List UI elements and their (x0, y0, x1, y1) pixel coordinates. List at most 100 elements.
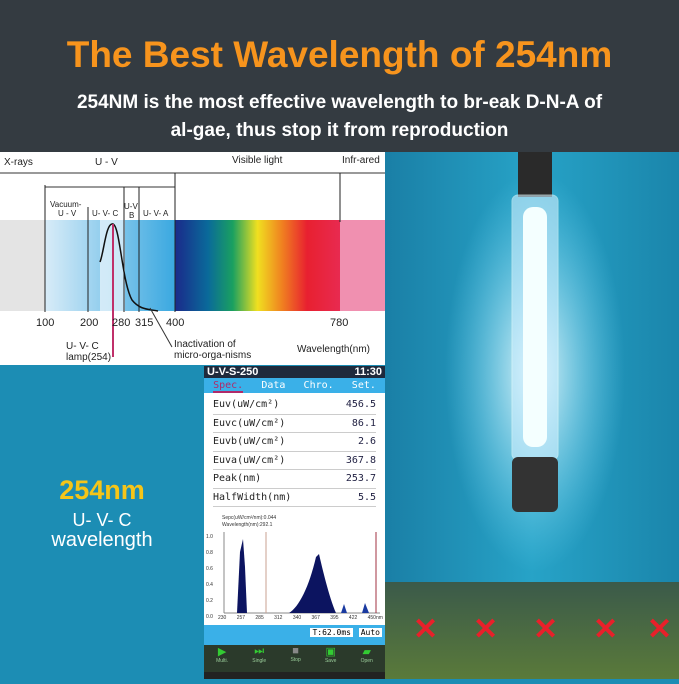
band-uv: U - V (95, 157, 118, 168)
uvc-callout: 254nm U- V- C wavelength (0, 365, 204, 679)
row-label: Euv(uW/cm²) (213, 399, 280, 410)
inactivation-label-2: micro-orga-nisms (174, 350, 252, 361)
row-label: Euvb(uW/cm²) (213, 436, 286, 447)
lamp-label-2: lamp(254) (66, 352, 112, 363)
x-tick: 257 (236, 615, 246, 621)
open-button[interactable]: ▰ Open (361, 645, 373, 672)
exposure-bar: T:62.0ms Auto (204, 625, 385, 645)
x-tick: 395 (330, 615, 339, 621)
device-button-bar: ▶ Multi. ⏭ Single ■ Stop ▣ Save ▰ Open (204, 645, 385, 672)
row-label: Peak(nm) (213, 473, 262, 484)
lamp-label-1: U- V- C (66, 341, 99, 352)
row-label: Euvc(uW/cm²) (213, 417, 286, 429)
tick-780: 780 (330, 317, 349, 329)
status-bar: U-V-S-250 11:30 (204, 366, 385, 378)
cross-icon: ✕ (473, 613, 499, 646)
row-value: 2.6 (357, 436, 376, 447)
play-icon: ▶ (217, 646, 227, 658)
step-icon: ⏭ (254, 645, 265, 657)
microorganism-strip: ✕ ✕ ✕ ✕ ✕ (385, 582, 679, 679)
stop-button[interactable]: ■ Stop (290, 645, 300, 672)
table-row: Euvb(uW/cm²) 2.6 (213, 433, 376, 452)
model-name: U-V-S-250 (207, 366, 259, 378)
spectrum-graph: Sepc(uW/cm²/nm):0.044 Wavelength(nm):292… (204, 507, 385, 625)
button-label: Open (360, 658, 373, 664)
tab-chro[interactable]: Chro. (303, 380, 334, 391)
uv-lamp-graphic (445, 152, 625, 572)
table-row: Euva(uW/cm²) 367.8 (213, 452, 376, 470)
folder-icon: ▰ (362, 646, 371, 658)
tab-set[interactable]: Set. (351, 380, 376, 391)
x-tick: 422 (348, 615, 358, 621)
x-tick: 367 (311, 615, 320, 621)
x-tick: 230 (218, 615, 227, 621)
readings-table: Euv(uW/cm²) 456.5 Euvc(uW/cm²) 86.1 Euvb(u… (204, 393, 385, 507)
wavelength-label: wavelength (51, 529, 153, 551)
graph-info-1: Sepc(uW/cm²/nm):0.044 (222, 515, 277, 521)
spectrum-graphic (0, 172, 385, 357)
tab-bar: Spec. Data Chro. Set. (204, 378, 385, 393)
y-tick: 0.2 (206, 598, 213, 604)
row-value: 367.8 (345, 454, 376, 466)
wavelength-value: 254nm (59, 475, 145, 505)
y-tick: 1.0 (206, 534, 213, 540)
subtitle-line-1: 254NM is the most effective wavelength t… (76, 92, 603, 113)
spectrum-diagram: X-rays U - V Visible light Infr-ared Vac… (0, 152, 385, 365)
uvc-label: U- V- C (72, 510, 132, 530)
band-visible: Visible light (232, 155, 283, 166)
band-vacuum-uv: U - V (58, 209, 77, 218)
exposure-time[interactable]: T:62.0ms (310, 628, 353, 637)
inactivation-label-1: Inactivation of (174, 339, 236, 350)
tick-400: 400 (166, 317, 185, 329)
tick-100: 100 (36, 317, 55, 329)
header-band: The Best Wavelength of 254nm 254NM is th… (0, 0, 679, 152)
row-label: Euva(uW/cm²) (213, 454, 286, 466)
table-row: Euvc(uW/cm²) 86.1 (213, 415, 376, 433)
button-label: Multi. (216, 658, 229, 664)
y-tick: 0.8 (206, 550, 213, 556)
table-row: Peak(nm) 253.7 (213, 470, 376, 489)
cross-icon: ✕ (533, 613, 559, 646)
cross-icon: ✕ (647, 613, 673, 646)
table-row: Euv(uW/cm²) 456.5 (213, 396, 376, 415)
save-button[interactable]: ▣ Save (325, 645, 336, 672)
tick-280: 280 (112, 317, 131, 329)
row-value: 456.5 (345, 399, 376, 410)
x-tick: 340 (292, 615, 302, 621)
button-label: Stop (290, 657, 301, 663)
graph-info-2: Wavelength(nm):292.1 (222, 522, 273, 528)
cross-icon: ✕ (413, 613, 439, 646)
tick-315: 315 (135, 317, 154, 329)
stop-icon: ■ (292, 645, 299, 657)
tab-data[interactable]: Data (261, 380, 286, 391)
row-value: 5.5 (357, 491, 376, 503)
y-tick: 0.0 (206, 614, 213, 620)
band-uvb-2: B (129, 211, 135, 220)
spectrum-plot (223, 532, 380, 614)
y-tick: 0.6 (206, 566, 213, 572)
mode-auto[interactable]: Auto (358, 628, 382, 637)
uv-meter-screen: U-V-S-250 11:30 Spec. Data Chro. Set. Euv… (204, 366, 385, 679)
band-uvc: U- V- C (92, 209, 119, 218)
tick-200: 200 (80, 317, 99, 329)
subtitle-line-2: al-gae, thus stop it from reproduction (170, 120, 509, 141)
band-xrays: X-rays (4, 157, 33, 168)
x-tick: 285 (255, 615, 264, 621)
row-value: 86.1 (351, 417, 376, 429)
row-label: HalfWidth(nm) (213, 491, 292, 503)
table-row: HalfWidth(nm) 5.5 (213, 489, 376, 507)
band-vacuum: Vacuum- (50, 200, 82, 209)
clock: 11:30 (354, 366, 382, 378)
band-infrared: Infr-ared (342, 155, 380, 166)
multi-button[interactable]: ▶ Multi. (216, 645, 228, 672)
button-label: Save (324, 658, 337, 664)
single-button[interactable]: ⏭ Single (252, 645, 266, 672)
row-value: 253.7 (345, 473, 376, 484)
y-tick: 0.4 (206, 582, 213, 588)
band-uvb-1: U-V (124, 202, 138, 211)
cross-icon: ✕ (593, 613, 619, 646)
band-uva: U- V- A (143, 209, 169, 218)
tab-spec[interactable]: Spec. (213, 380, 244, 393)
save-icon: ▣ (325, 646, 336, 658)
wavelength-axis-label: Wavelength(nm) (297, 344, 370, 355)
